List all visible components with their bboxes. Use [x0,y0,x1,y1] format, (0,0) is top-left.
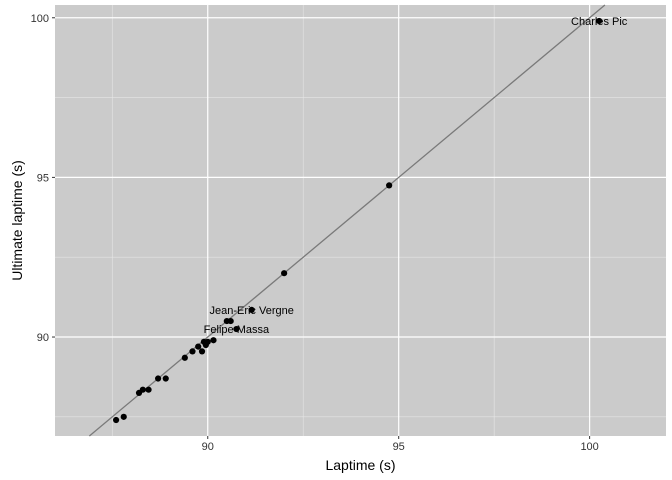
data-point [248,306,255,313]
data-point [120,413,127,420]
data-point [181,354,188,361]
y-tick-label: 100 [31,13,49,25]
x-tick-label: 100 [580,441,598,453]
data-point [145,386,152,393]
data-point [204,338,211,345]
data-point [596,17,603,25]
x-axis-title: Laptime (s) [325,457,395,473]
major-grid [55,5,666,436]
x-tick-label: 95 [393,441,405,453]
x-axis: 90 95 100 [202,436,599,453]
point-annotations: Charles Pic Jean-Eric Vergne Felipe Massa [204,16,628,336]
data-point [386,182,393,189]
data-point [155,375,162,382]
point-annotation: Jean-Eric Vergne [209,305,293,317]
data-point [198,348,206,355]
data-point [113,416,120,424]
identity-reference-line [88,4,606,437]
x-tick-label: 90 [202,441,214,453]
point-annotation: Felipe Massa [204,324,270,336]
data-point [281,270,288,277]
y-axis-title: Ultimate laptime (s) [9,160,25,281]
point-annotation: Charles Pic [571,16,628,28]
data-point [227,317,234,325]
data-point [162,375,169,382]
data-point [139,386,146,393]
data-points [113,17,603,424]
y-axis: 90 95 100 [31,13,55,344]
plot-panel [55,5,666,436]
data-point [195,343,202,350]
minor-grid [55,5,666,436]
data-point [189,348,196,355]
data-point [210,337,217,344]
y-tick-label: 90 [37,332,49,344]
data-point [233,325,240,333]
y-tick-label: 95 [37,172,49,184]
